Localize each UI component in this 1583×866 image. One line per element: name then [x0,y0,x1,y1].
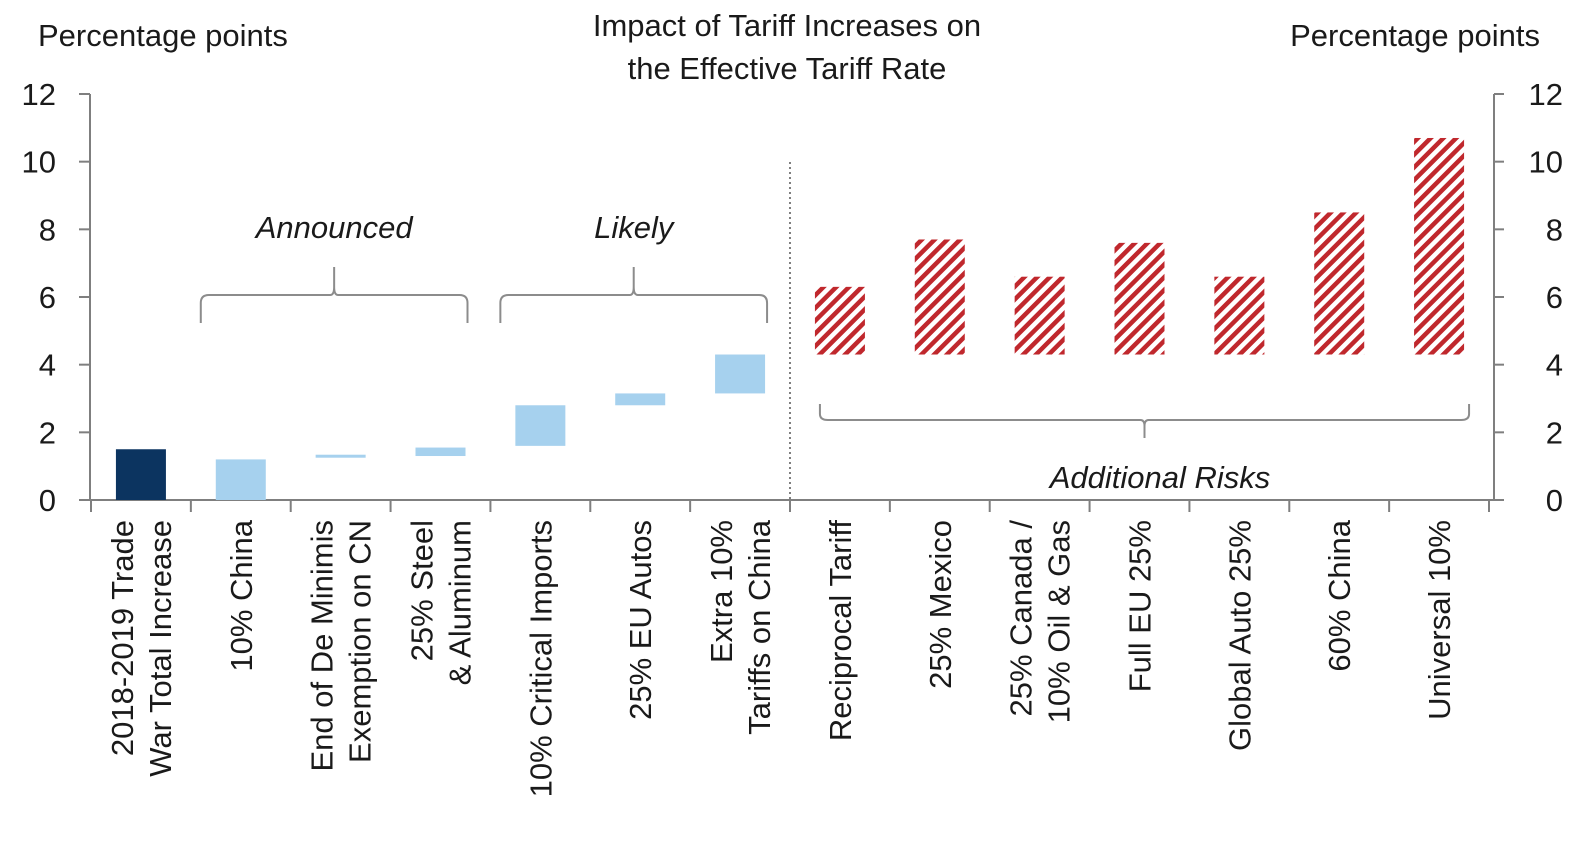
category-labels: 2018-2019 TradeWar Total Increase 10% Chi… [105,519,1457,797]
category-label-line: Exemption on CN [343,520,378,763]
category-label-14: Universal 10% [1422,520,1457,720]
category-label-line: Global Auto 25% [1222,520,1257,751]
bar-4 [415,447,466,457]
category-label-line: 10% Critical Imports [523,520,558,797]
bar-5 [515,405,566,446]
category-label-line: Extra 10% [704,520,739,663]
bar-13 [1314,212,1365,355]
category-label-6: 25% EU Autos [623,520,658,720]
category-label-line: 2018-2019 Trade [105,520,140,756]
right-y-tick-label: 6 [1546,280,1563,315]
chart-bars [115,137,1465,500]
left-y-tick-label: 6 [39,280,56,315]
left-y-tick-label: 0 [39,483,56,518]
left-y-tick-label: 4 [39,348,56,383]
category-label-line: 25% Canada / [1004,520,1039,717]
left-y-tick-label: 8 [39,212,56,247]
group-bracket-3 [818,404,1471,438]
category-label-10: 25% Canada /10% Oil & Gas [1004,520,1077,724]
group-bracket-1 [199,267,469,323]
right-y-tick-label: 4 [1546,348,1563,383]
category-label-line: Reciprocal Tariff [823,520,858,742]
chart-title-line-1: Impact of Tariff Increases on [593,8,981,43]
category-label-3: End of De MinimisExemption on CN [305,520,378,772]
bar-2 [215,459,266,500]
group-label-1: Announced [254,210,415,245]
bar-9 [914,239,965,355]
category-label-line: 25% Steel [405,520,440,661]
category-label-line: Universal 10% [1422,520,1457,720]
category-label-line: 25% Mexico [923,520,958,689]
bar-11 [1114,242,1165,355]
category-label-line: & Aluminum [443,520,478,685]
category-label-8: Reciprocal Tariff [823,520,858,742]
left-y-tick-label: 10 [22,145,56,180]
bar-3 [315,454,366,458]
bar-14 [1414,137,1465,355]
right-axis-unit-label: Percentage points [1290,18,1540,53]
left-axis-unit-label: Percentage points [38,18,288,53]
category-label-line: End of De Minimis [305,520,340,772]
right-y-tick-label: 10 [1529,145,1563,180]
category-label-line: 25% EU Autos [623,520,658,720]
category-label-1: 2018-2019 TradeWar Total Increase [105,520,178,777]
category-label-line: Full EU 25% [1123,520,1158,692]
category-label-line: War Total Increase [143,520,178,777]
bar-6 [615,393,666,406]
category-label-4: 25% Steel& Aluminum [405,520,478,685]
bar-8 [814,286,865,355]
group-bracket-2 [499,267,769,323]
right-y-tick-label: 8 [1546,212,1563,247]
category-label-13: 60% China [1322,519,1357,671]
bar-7 [715,354,766,394]
right-y-tick-label: 2 [1546,415,1563,450]
category-label-line: Tariffs on China [742,519,777,735]
group-label-3: Additional Risks [1048,460,1271,495]
category-label-line: 10% China [224,519,259,671]
chart-group-annotations: Announced Likely Additional Risks [199,210,1471,495]
category-label-7: Extra 10%Tariffs on China [704,519,777,735]
group-label-2: Likely [594,210,676,245]
chart-axes: 0 0 2 2 4 4 6 6 8 8 10 10 12 12 [22,77,1563,518]
bar-1 [115,449,166,500]
chart-title-line-2: the Effective Tariff Rate [628,51,947,86]
category-label-12: Global Auto 25% [1222,520,1257,751]
category-label-11: Full EU 25% [1123,520,1158,692]
right-y-tick-label: 12 [1529,77,1563,112]
category-label-line: 60% China [1322,519,1357,671]
category-label-5: 10% Critical Imports [523,520,558,797]
bar-10 [1014,276,1065,355]
left-y-tick-label: 2 [39,415,56,450]
left-y-tick-label: 12 [22,77,56,112]
right-y-tick-label: 0 [1546,483,1563,518]
bar-12 [1214,276,1265,355]
category-label-9: 25% Mexico [923,520,958,689]
category-label-2: 10% China [224,519,259,671]
category-label-line: 10% Oil & Gas [1042,520,1077,723]
